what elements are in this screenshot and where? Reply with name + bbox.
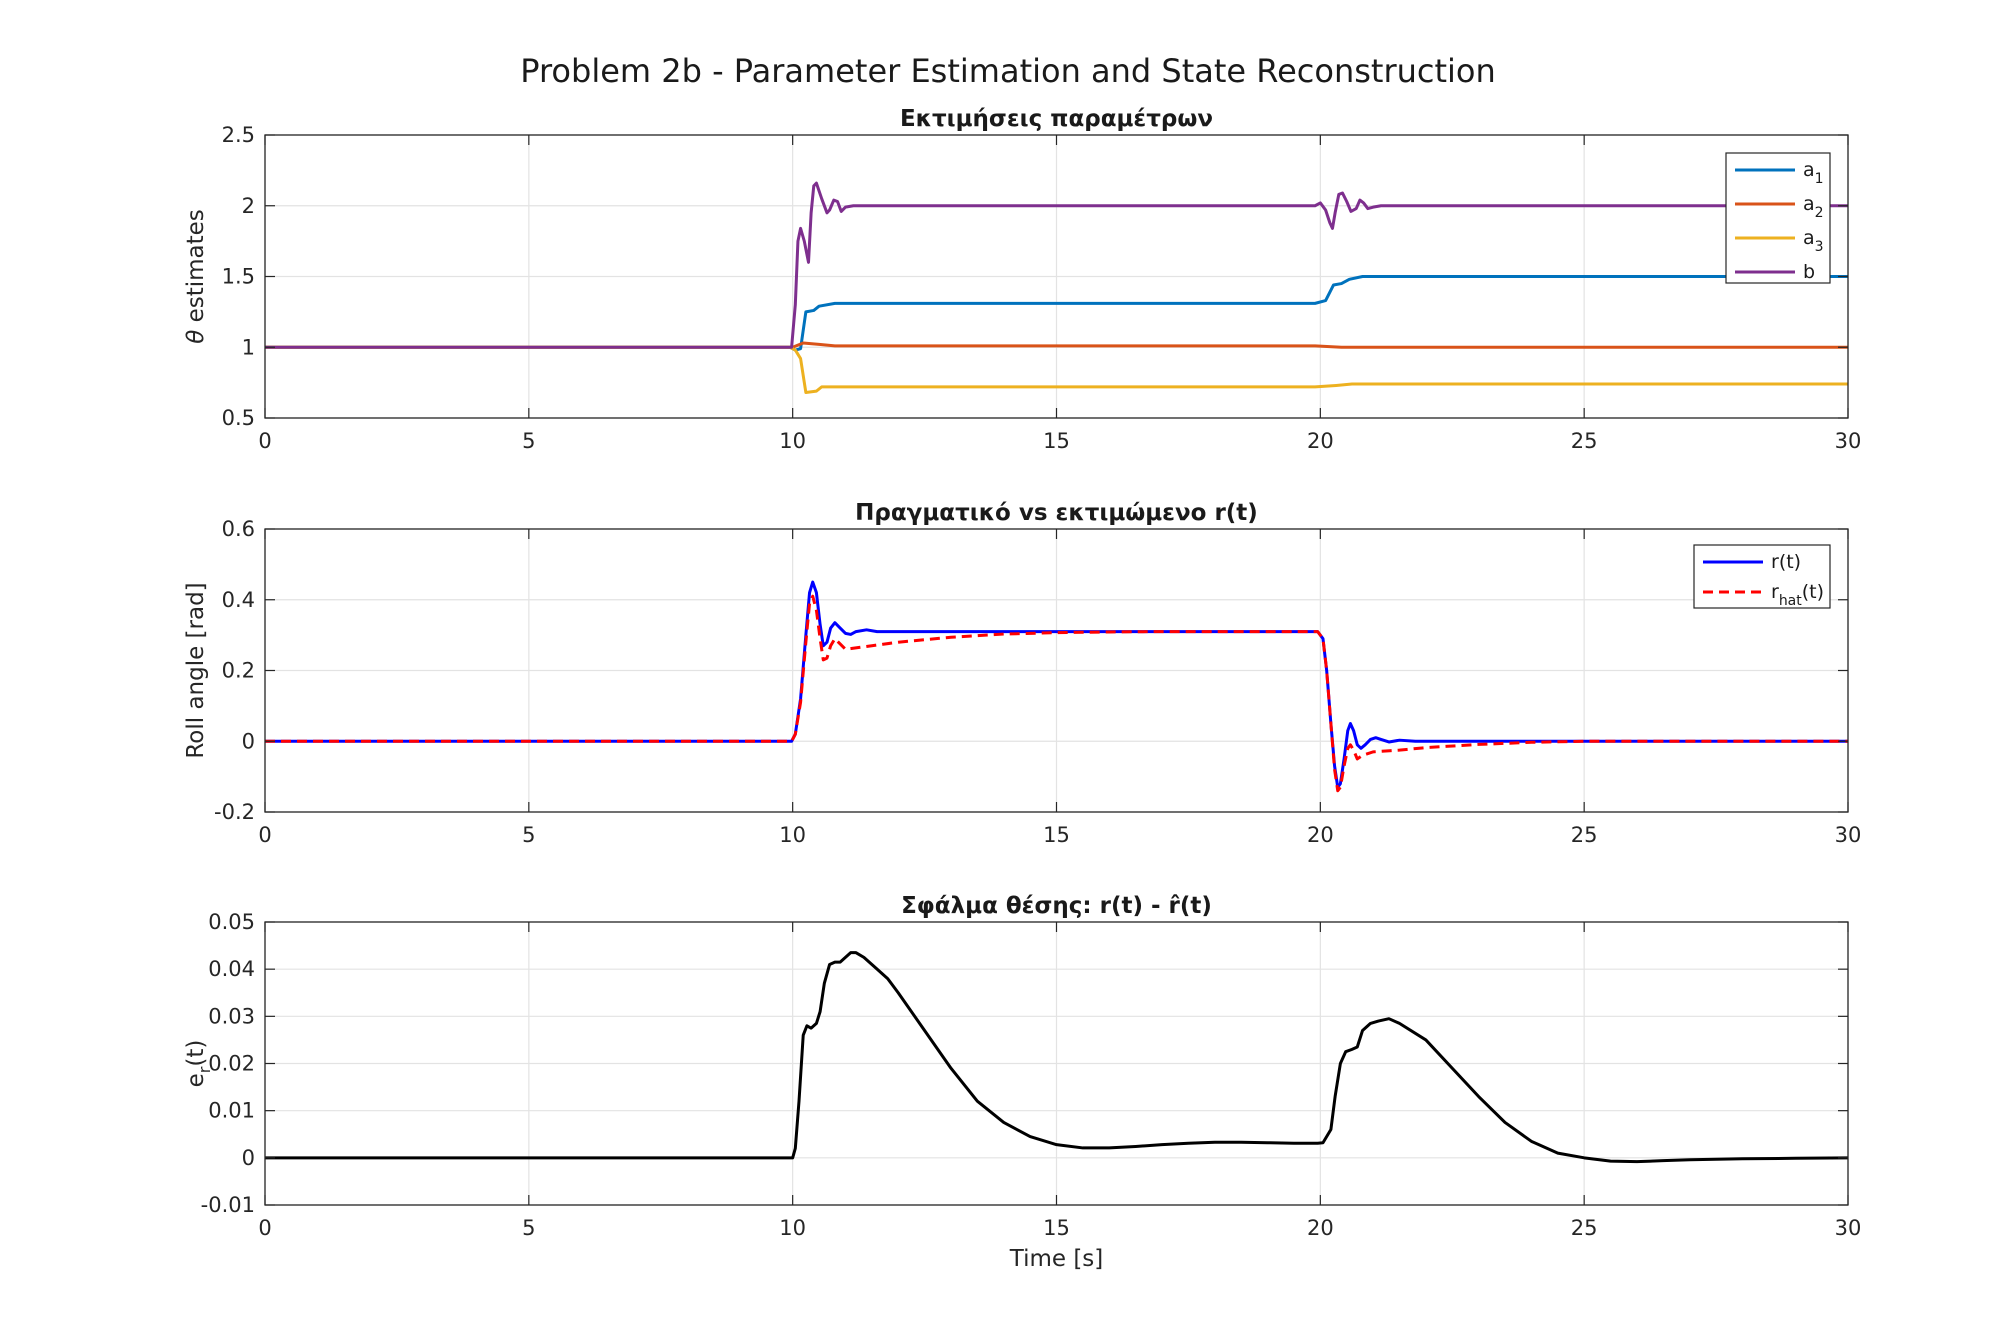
x-tick-label: 15 — [1043, 429, 1070, 453]
y-axis-label-tail: (t) — [183, 1040, 209, 1067]
x-tick-label: 30 — [1835, 823, 1862, 847]
x-tick-label: 25 — [1571, 823, 1598, 847]
x-axis-label: Time [s] — [1009, 1246, 1104, 1272]
y-axis-label-text: estimates — [183, 209, 209, 330]
x-tick-label: 5 — [522, 823, 535, 847]
y-tick-label: 0 — [242, 1146, 255, 1170]
y-axis-label-symbol: θ — [183, 330, 209, 344]
subplot-1: 0 5 10 15 20 25 30 0.5 1 1.5 2 2.5 Εκτιμήσεις παραμέ… — [183, 106, 1861, 453]
series-line-3 — [265, 345, 1848, 395]
y-tick-label: -0.2 — [214, 800, 255, 824]
y-tick-label: 0.05 — [208, 910, 255, 934]
figure-suptitle: Problem 2b - Parameter Estimation and St… — [520, 52, 1496, 90]
y-tick-label: 1.5 — [222, 265, 255, 289]
x-tick-label: 30 — [1835, 429, 1862, 453]
y-axis-label-sub: r — [195, 1066, 214, 1073]
x-tick-label: 0 — [258, 823, 271, 847]
legend-label: b — [1803, 261, 1815, 283]
y-axis-label-main: e — [183, 1073, 209, 1087]
x-tick-label: 30 — [1835, 1216, 1862, 1240]
legend-label: a1 — [1803, 159, 1824, 187]
x-tick-label: 25 — [1571, 1216, 1598, 1240]
x-tick-label: 10 — [779, 429, 806, 453]
legend: a1 a2 a3 b — [1725, 152, 1831, 284]
series-line-1 — [265, 951, 1849, 1164]
x-tick-label: 15 — [1043, 1216, 1070, 1240]
y-axis-label: Roll angle [rad] — [183, 582, 209, 758]
x-tick-label: 10 — [779, 1216, 806, 1240]
series-line-4 — [265, 181, 1848, 349]
legend-box — [1725, 152, 1831, 284]
legend-label: r(t) — [1771, 551, 1801, 573]
x-tick-label: 0 — [258, 429, 271, 453]
legend-box — [1693, 544, 1831, 609]
y-tick-label: 0.04 — [208, 957, 255, 981]
x-tick-label: 20 — [1307, 1216, 1334, 1240]
y-tick-label: 0.02 — [208, 1052, 255, 1076]
y-tick-label: -0.01 — [201, 1193, 255, 1217]
subplot-title: Πραγματικό vs εκτιμώμενο r(t) — [855, 500, 1258, 526]
y-axis-label: er(t) — [183, 1040, 214, 1088]
legend: r(t) rhat(t) — [1693, 544, 1831, 609]
series-line-2 — [265, 341, 1848, 349]
y-axis-label: θ estimates — [183, 209, 209, 344]
legend-label: a2 — [1803, 193, 1824, 221]
x-tick-label: 25 — [1571, 429, 1598, 453]
y-tick-label: 0.2 — [222, 659, 255, 683]
y-tick-label: 0.03 — [208, 1004, 255, 1028]
subplot-title: Εκτιμήσεις παραμέτρων — [900, 106, 1213, 132]
y-tick-label: 0.01 — [208, 1099, 255, 1123]
y-tick-label: 1 — [242, 335, 255, 359]
y-tick-label: 2.5 — [222, 123, 255, 147]
legend-label: a3 — [1803, 227, 1824, 255]
legend-label: rhat(t) — [1771, 581, 1824, 609]
x-tick-label: 5 — [522, 1216, 535, 1240]
y-tick-label: 0 — [242, 729, 255, 753]
series-line-1 — [265, 275, 1848, 352]
y-tick-label: 0.4 — [222, 588, 255, 612]
x-tick-label: 15 — [1043, 823, 1070, 847]
x-tick-label: 20 — [1307, 823, 1334, 847]
y-tick-label: 0.5 — [222, 406, 255, 430]
subplots-container: 0 5 10 15 20 25 30 0.5 1 1.5 2 2.5 Εκτιμήσεις παραμέ… — [183, 106, 1861, 1272]
x-tick-label: 5 — [522, 429, 535, 453]
x-tick-label: 0 — [258, 1216, 271, 1240]
subplot-title: Σφάλμα θέσης: r(t) - r̂(t) — [901, 893, 1212, 919]
x-tick-label: 20 — [1307, 429, 1334, 453]
subplot-3: 0 5 10 15 20 25 30-0.0100.010.020.030.040.05Σφ… — [183, 893, 1861, 1272]
y-tick-label: 0.6 — [222, 517, 255, 541]
y-tick-label: 2 — [242, 194, 255, 218]
x-tick-label: 10 — [779, 823, 806, 847]
